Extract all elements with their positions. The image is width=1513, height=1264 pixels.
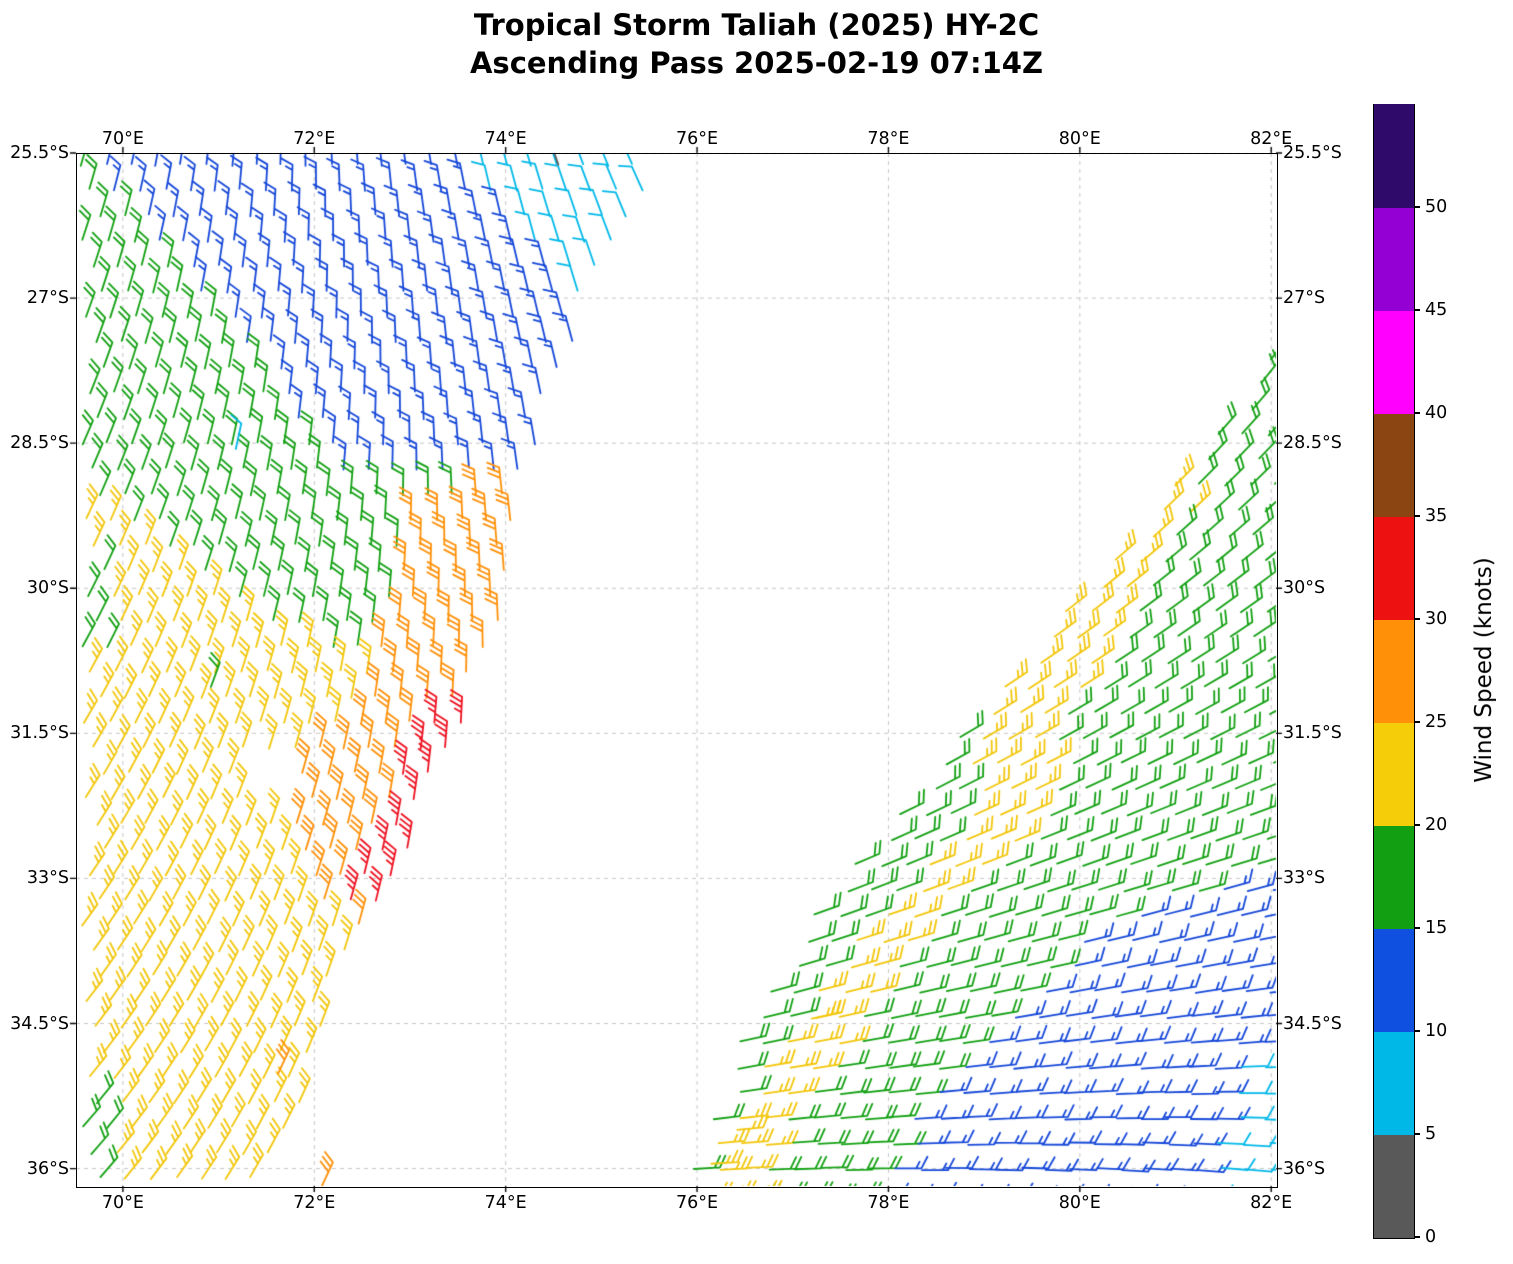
y-tick-label-right: 36°S: [1283, 1158, 1326, 1179]
x-tick-label-bottom: 72°E: [293, 1193, 336, 1213]
y-tick-label-left: 27°S: [26, 288, 69, 309]
colorbar-tick-mark: [1414, 618, 1420, 620]
colorbar-tick-label: 10: [1425, 1021, 1448, 1041]
x-tick-label-top: 80°E: [1058, 129, 1101, 149]
colorbar: [1373, 104, 1415, 1239]
y-tick-label-left: 34.5°S: [10, 1013, 69, 1034]
colorbar-band: [1374, 825, 1414, 929]
colorbar-tick-mark: [1414, 824, 1420, 826]
colorbar-tick-label: 20: [1425, 815, 1448, 835]
y-tick-label-left: 30°S: [26, 578, 69, 599]
colorbar-tick-label: 35: [1425, 506, 1448, 526]
colorbar-tick-label: 45: [1425, 300, 1448, 320]
y-tick-label-left: 33°S: [26, 868, 69, 889]
y-tick-label-left: 25.5°S: [10, 143, 69, 163]
x-tick-label-top: 76°E: [676, 129, 719, 149]
colorbar-tick-label: 15: [1425, 918, 1448, 938]
colorbar-band: [1374, 413, 1414, 517]
colorbar-band: [1374, 722, 1414, 826]
y-tick-label-right: 27°S: [1283, 288, 1326, 309]
x-tick-label-bottom: 80°E: [1058, 1193, 1101, 1213]
colorbar-tick-mark: [1414, 1030, 1420, 1032]
colorbar-band: [1374, 928, 1414, 1032]
y-tick-label-right: 31.5°S: [1283, 723, 1342, 744]
y-tick-label-right: 28.5°S: [1283, 433, 1342, 454]
colorbar-tick-mark: [1414, 206, 1420, 208]
x-tick-label-top: 82°E: [1250, 129, 1293, 149]
y-tick-label-right: 30°S: [1283, 578, 1326, 599]
colorbar-tick-label: 40: [1425, 403, 1448, 423]
x-tick-label-top: 72°E: [293, 129, 336, 149]
colorbar-tick-label: 5: [1425, 1124, 1437, 1144]
colorbar-band: [1374, 619, 1414, 723]
colorbar-tick-mark: [1414, 309, 1420, 311]
x-tick-label-top: 78°E: [867, 129, 910, 149]
colorbar-band: [1374, 310, 1414, 414]
colorbar-band: [1374, 104, 1414, 208]
colorbar-tick-label: 50: [1425, 197, 1448, 217]
x-tick-label-top: 74°E: [484, 129, 527, 149]
x-tick-label-bottom: 78°E: [867, 1193, 910, 1213]
y-tick-label-left: 36°S: [26, 1158, 69, 1179]
x-tick-label-bottom: 70°E: [101, 1193, 144, 1213]
x-tick-label-bottom: 74°E: [484, 1193, 527, 1213]
colorbar-band: [1374, 207, 1414, 311]
colorbar-tick-label: 25: [1425, 712, 1448, 732]
colorbar-label: Wind Speed (knots): [1471, 557, 1497, 783]
x-tick-label-bottom: 82°E: [1250, 1193, 1293, 1213]
colorbar-band: [1374, 1134, 1414, 1238]
colorbar-band: [1374, 516, 1414, 620]
colorbar-band: [1374, 1031, 1414, 1135]
y-tick-label-left: 31.5°S: [10, 723, 69, 744]
x-tick-label-bottom: 76°E: [676, 1193, 719, 1213]
colorbar-tick-label: 0: [1425, 1227, 1437, 1247]
colorbar-tick-mark: [1414, 515, 1420, 517]
colorbar-tick-mark: [1414, 721, 1420, 723]
colorbar-tick-label: 30: [1425, 609, 1448, 629]
colorbar-tick-mark: [1414, 1236, 1420, 1238]
x-tick-label-top: 70°E: [101, 129, 144, 149]
colorbar-tick-mark: [1414, 927, 1420, 929]
y-tick-label-left: 28.5°S: [10, 433, 69, 454]
colorbar-tick-mark: [1414, 1133, 1420, 1135]
colorbar-tick-mark: [1414, 412, 1420, 414]
plot-border: [76, 153, 1278, 1188]
y-tick-label-right: 25.5°S: [1283, 143, 1342, 163]
y-tick-label-right: 34.5°S: [1283, 1013, 1342, 1034]
y-tick-label-right: 33°S: [1283, 868, 1326, 889]
